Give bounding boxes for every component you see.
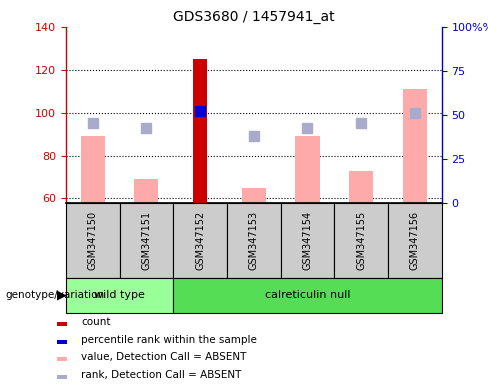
Text: wild type: wild type [94,290,145,300]
Bar [66,278,173,313]
Bar [66,203,120,278]
Title: GDS3680 / 1457941_at: GDS3680 / 1457941_at [173,10,335,25]
Bar [120,203,173,278]
Text: percentile rank within the sample: percentile rank within the sample [81,334,257,344]
Bar [227,203,281,278]
Point [142,125,150,131]
Text: GSM347156: GSM347156 [410,211,420,270]
Bar [58,375,67,379]
Bar [173,203,227,278]
Bar [349,170,373,203]
Bar [58,358,67,361]
Point [89,120,97,126]
Text: GSM347150: GSM347150 [88,211,98,270]
Text: GSM347155: GSM347155 [356,210,366,270]
Point [196,108,204,114]
Bar [193,59,207,203]
Text: GSM347154: GSM347154 [303,211,312,270]
Point [250,133,258,139]
Text: value, Detection Call = ABSENT: value, Detection Call = ABSENT [81,353,247,362]
Bar [58,322,67,326]
Bar [173,278,442,313]
Bar [58,339,67,344]
Point [304,125,311,131]
Text: genotype/variation: genotype/variation [5,290,104,300]
Text: calreticulin null: calreticulin null [264,290,350,300]
Bar [388,203,442,278]
Bar [281,203,334,278]
Text: GSM347153: GSM347153 [249,211,259,270]
Text: count: count [81,317,111,327]
Text: GSM347152: GSM347152 [195,210,205,270]
Point [357,120,365,126]
Point [411,109,419,116]
Text: GSM347151: GSM347151 [142,211,151,270]
Bar [81,136,105,203]
Bar [295,136,320,203]
Bar [334,203,388,278]
Text: ▶: ▶ [57,289,67,302]
Bar [242,188,266,203]
Text: rank, Detection Call = ABSENT: rank, Detection Call = ABSENT [81,370,242,380]
Bar [134,179,159,203]
Bar [403,89,427,203]
